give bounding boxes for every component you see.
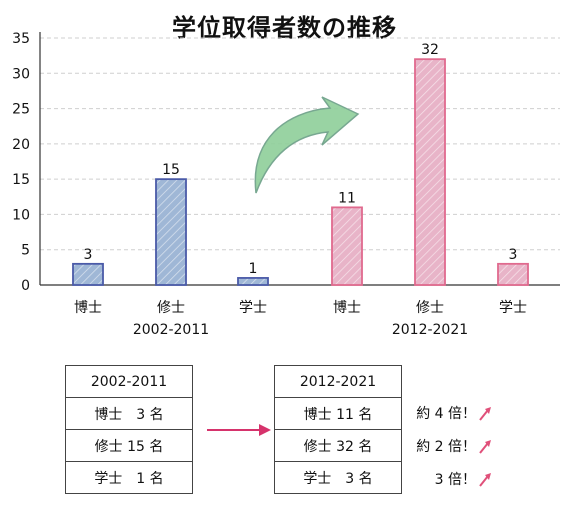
table-header: 2012-2021 — [274, 365, 402, 398]
y-tick-label: 0 — [21, 278, 30, 294]
y-tick-label: 30 — [12, 66, 30, 82]
ratio-label: 3 倍！ — [434, 472, 476, 488]
up-arrow-icon — [479, 407, 491, 421]
table-cell: 博士 3 名 — [65, 397, 193, 430]
ratio-label: 約 2 倍！ — [416, 439, 476, 455]
y-tick-label: 10 — [12, 207, 30, 223]
growth-arrow-icon — [254, 96, 360, 194]
bar — [331, 206, 363, 286]
bar-value-label: 15 — [162, 162, 180, 178]
bar — [497, 262, 529, 286]
ratio-doctor: 約 4 倍！ — [400, 403, 492, 423]
chart-title: 学位取得者数の推移 — [172, 14, 397, 42]
bar-chart: 0 5 10 15 20 25 30 35 3 博士 15 修士 1 学士 11 博士 32 修士 3 学士 — [12, 31, 560, 316]
bar-value-label: 3 — [509, 247, 518, 263]
y-tick-label: 25 — [12, 102, 30, 118]
group-label-2002-2011: 2002-2011 — [132, 322, 210, 338]
bar — [72, 262, 104, 286]
x-tick-label: 学士 — [499, 300, 527, 316]
x-tick-label: 博士 — [333, 299, 361, 316]
table-cell: 学士 3 名 — [274, 461, 402, 494]
x-tick-label: 博士 — [74, 299, 102, 316]
bar — [155, 178, 187, 286]
table-2002-2011: 2002-2011 博士 3 名 修士 15 名 学士 1 名 — [65, 365, 193, 494]
y-tick-label: 15 — [12, 172, 30, 188]
table-header: 2002-2011 — [65, 365, 193, 398]
bar — [237, 277, 269, 286]
arrow-right-icon — [207, 424, 271, 436]
bar-value-label: 11 — [338, 190, 356, 206]
x-tick-label: 修士 — [157, 300, 185, 316]
group-label-2012-2021: 2012-2021 — [391, 322, 469, 338]
ratio-master: 約 2 倍！ — [400, 436, 492, 456]
table-cell: 修士 32 名 — [274, 429, 402, 462]
ratio-label: 約 4 倍！ — [416, 406, 476, 422]
up-arrow-icon — [479, 473, 491, 487]
bar-value-label: 32 — [421, 42, 439, 58]
ratio-bachelor: 3 倍！ — [400, 469, 492, 489]
table-cell: 博士 11 名 — [274, 397, 402, 430]
y-tick-label: 20 — [12, 137, 30, 153]
table-cell: 学士 1 名 — [65, 461, 193, 494]
bar-value-label: 1 — [249, 261, 258, 277]
table-cell: 修士 15 名 — [65, 429, 193, 462]
table-2012-2021: 2012-2021 博士 11 名 修士 32 名 学士 3 名 — [274, 365, 402, 494]
y-tick-label: 5 — [21, 243, 30, 259]
x-tick-label: 修士 — [416, 300, 444, 316]
bar-value-label: 3 — [84, 247, 93, 263]
y-tick-label: 35 — [12, 31, 30, 47]
x-tick-label: 学士 — [239, 300, 267, 316]
up-arrow-icon — [479, 440, 491, 454]
bar — [414, 58, 446, 286]
